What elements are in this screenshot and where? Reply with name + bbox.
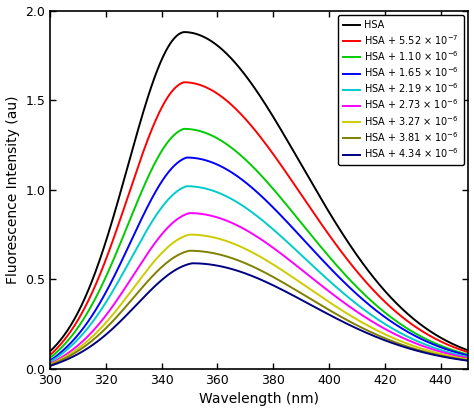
X-axis label: Wavelength (nm): Wavelength (nm) bbox=[199, 393, 319, 407]
Legend: HSA, HSA + 5.52 $\times$ $10^{-7}$, HSA + 1.10 $\times$ $10^{-6}$, HSA + 1.65 $\: HSA, HSA + 5.52 $\times$ $10^{-7}$, HSA … bbox=[337, 15, 464, 165]
Y-axis label: Fluorescence Intensity (au): Fluorescence Intensity (au) bbox=[6, 96, 19, 284]
